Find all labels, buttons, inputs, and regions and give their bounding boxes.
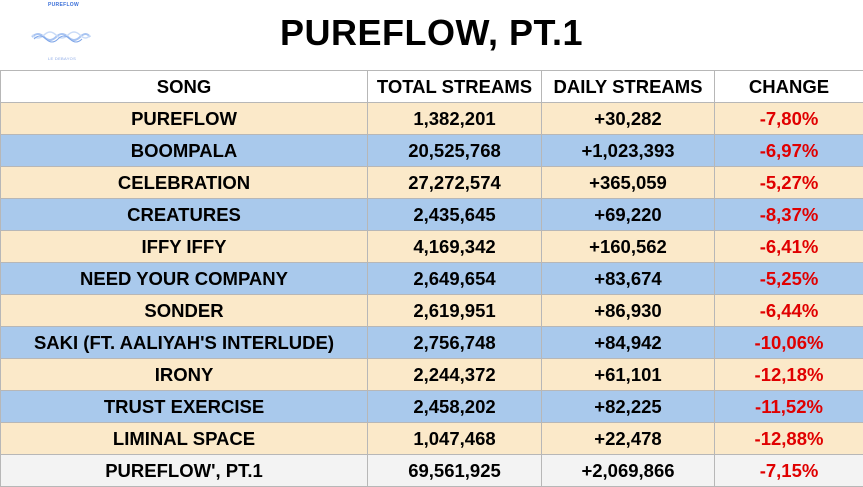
daily-streams-cell: +84,942 (541, 326, 715, 359)
table-row: PUREFLOW', PT.1 69,561,925 +2,069,866 -7,15… (0, 454, 863, 487)
daily-streams-cell: +2,069,866 (541, 454, 715, 487)
total-streams-cell: 1,047,468 (367, 422, 542, 455)
change-cell: -7,15% (714, 454, 863, 487)
change-cell: -12,88% (714, 422, 863, 455)
song-cell: NEED YOUR COMPANY (0, 262, 368, 295)
total-streams-cell: 2,435,645 (367, 198, 542, 231)
song-cell: CELEBRATION (0, 166, 368, 199)
song-cell: IRONY (0, 358, 368, 391)
logo-top-text: PUREFLOW (48, 2, 80, 8)
daily-streams-cell: +365,059 (541, 166, 715, 199)
header: PUREFLOW LE DEBAYOS PUREFLOW, PT.1 (0, 0, 863, 70)
column-header-song: SONG (0, 70, 368, 103)
daily-streams-cell: +69,220 (541, 198, 715, 231)
total-streams-cell: 4,169,342 (367, 230, 542, 263)
daily-streams-cell: +1,023,393 (541, 134, 715, 167)
streams-table: SONG TOTAL STREAMS DAILY STREAMS CHANGE … (0, 70, 863, 487)
album-logo: PUREFLOW LE DEBAYOS (22, 2, 97, 64)
song-cell: SONDER (0, 294, 368, 327)
table-row: SAKI (FT. AALIYAH'S INTERLUDE) 2,756,748 +… (0, 326, 863, 359)
song-cell: PUREFLOW', PT.1 (0, 454, 368, 487)
total-streams-cell: 2,458,202 (367, 390, 542, 423)
change-cell: -6,44% (714, 294, 863, 327)
table-row: PUREFLOW 1,382,201 +30,282 -7,80% (0, 102, 863, 135)
table-row: IRONY 2,244,372 +61,101 -12,18% (0, 358, 863, 391)
song-cell: LIMINAL SPACE (0, 422, 368, 455)
total-streams-cell: 20,525,768 (367, 134, 542, 167)
change-cell: -7,80% (714, 102, 863, 135)
daily-streams-cell: +82,225 (541, 390, 715, 423)
change-cell: -5,27% (714, 166, 863, 199)
total-streams-cell: 2,244,372 (367, 358, 542, 391)
change-cell: -6,97% (714, 134, 863, 167)
table-row: BOOMPALA 20,525,768 +1,023,393 -6,97% (0, 134, 863, 167)
table-row: CREATURES 2,435,645 +69,220 -8,37% (0, 198, 863, 231)
table-row: TRUST EXERCISE 2,458,202 +82,225 -11,52% (0, 390, 863, 423)
change-cell: -8,37% (714, 198, 863, 231)
song-cell: IFFY IFFY (0, 230, 368, 263)
table-row: LIMINAL SPACE 1,047,468 +22,478 -12,88% (0, 422, 863, 455)
change-cell: -12,18% (714, 358, 863, 391)
table-body: PUREFLOW 1,382,201 +30,282 -7,80% BOOMPALA 20… (0, 102, 863, 487)
total-streams-cell: 27,272,574 (367, 166, 542, 199)
song-cell: BOOMPALA (0, 134, 368, 167)
page-title: PUREFLOW, PT.1 (279, 12, 584, 53)
song-cell: PUREFLOW (0, 102, 368, 135)
total-streams-cell: 2,756,748 (367, 326, 542, 359)
table-row: CELEBRATION 27,272,574 +365,059 -5,27% (0, 166, 863, 199)
change-cell: -11,52% (714, 390, 863, 423)
daily-streams-cell: +86,930 (541, 294, 715, 327)
change-cell: -5,25% (714, 262, 863, 295)
change-cell: -10,06% (714, 326, 863, 359)
column-header-change: CHANGE (714, 70, 863, 103)
total-streams-cell: 2,619,951 (367, 294, 542, 327)
song-cell: TRUST EXERCISE (0, 390, 368, 423)
table-row: NEED YOUR COMPANY 2,649,654 +83,674 -5,25% (0, 262, 863, 295)
table-row: SONDER 2,619,951 +86,930 -6,44% (0, 294, 863, 327)
total-streams-cell: 69,561,925 (367, 454, 542, 487)
song-cell: SAKI (FT. AALIYAH'S INTERLUDE) (0, 326, 368, 359)
daily-streams-cell: +160,562 (541, 230, 715, 263)
change-cell: -6,41% (714, 230, 863, 263)
table-row: IFFY IFFY 4,169,342 +160,562 -6,41% (0, 230, 863, 263)
song-cell: CREATURES (0, 198, 368, 231)
daily-streams-cell: +83,674 (541, 262, 715, 295)
daily-streams-cell: +22,478 (541, 422, 715, 455)
total-streams-cell: 2,649,654 (367, 262, 542, 295)
logo-bottom-text: LE DEBAYOS (48, 56, 77, 61)
table-header-row: SONG TOTAL STREAMS DAILY STREAMS CHANGE (0, 70, 863, 103)
total-streams-cell: 1,382,201 (367, 102, 542, 135)
waveform-icon (31, 31, 91, 43)
daily-streams-cell: +30,282 (541, 102, 715, 135)
column-header-total-streams: TOTAL STREAMS (367, 70, 542, 103)
column-header-daily-streams: DAILY STREAMS (541, 70, 715, 103)
daily-streams-cell: +61,101 (541, 358, 715, 391)
